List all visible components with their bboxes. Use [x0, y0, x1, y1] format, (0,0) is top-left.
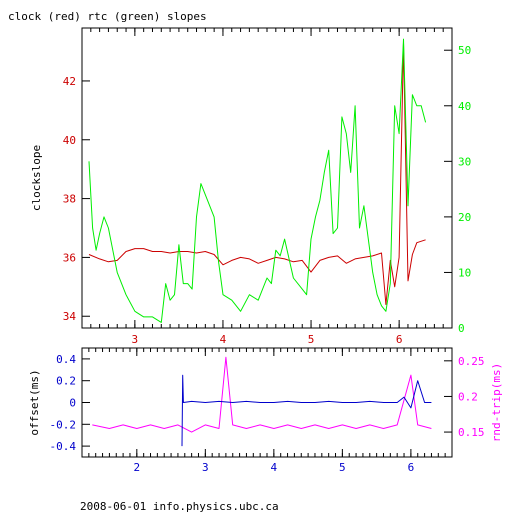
bottom-y-tick-label: 0.4 — [56, 353, 76, 366]
top-y-tick-label: 36 — [63, 251, 76, 264]
chart-title: clock (red) rtc (green) slopes — [8, 10, 207, 23]
top-y-axis-label: clockslope — [30, 145, 43, 211]
bottom-y-tick-label: 0 — [69, 397, 76, 410]
bottom-y2-tick-label: 0.2 — [458, 390, 478, 403]
top-x-tick-label: 5 — [308, 333, 315, 346]
bottom-series-blue-line — [181, 374, 432, 447]
top-plot-frame — [81, 27, 453, 329]
top-x-tick-label: 4 — [220, 333, 227, 346]
top-y2-tick-label: 0 — [458, 322, 465, 335]
top-x-tick-label: 3 — [132, 333, 139, 346]
top-y2-tick-label: 10 — [458, 266, 471, 279]
bottom-y-tick-label: -0.4 — [50, 440, 77, 453]
top-y-tick-label: 40 — [63, 134, 76, 147]
bottom-plot: 2 3 4 5 6 -0.4 -0.2 0 0.2 0.4 0.15 0.2 0.25 offset(ms… — [28, 347, 503, 474]
bottom-x-tick-label: 6 — [408, 461, 415, 474]
top-y-tick-label: 34 — [63, 310, 77, 323]
top-y2-tick-label: 50 — [458, 44, 471, 57]
bottom-x-tick-label: 3 — [202, 461, 209, 474]
top-series-green-line — [88, 38, 427, 323]
bottom-y2-axis-label: rnd-trip(ms) — [490, 363, 503, 442]
top-y2-tick-label: 20 — [458, 211, 471, 224]
top-series-red-line — [88, 42, 426, 305]
bottom-y-axis-label: offset(ms) — [28, 369, 41, 435]
top-y2-tick-label: 30 — [458, 155, 471, 168]
bottom-series-magenta-line — [92, 356, 432, 433]
bottom-y2-tick-label: 0.15 — [458, 426, 485, 439]
footer-text: 2008-06-01 info.physics.ubc.ca — [80, 500, 279, 512]
bottom-y-tick-label: -0.2 — [50, 418, 77, 431]
bottom-y2-tick-label: 0.25 — [458, 355, 485, 368]
bottom-y-tick-label: 0.2 — [56, 375, 76, 388]
top-x-tick-label: 6 — [396, 333, 403, 346]
bottom-x-tick-label: 2 — [134, 461, 141, 474]
bottom-x-tick-label: 5 — [339, 461, 346, 474]
top-y-tick-label: 38 — [63, 193, 76, 206]
top-y2-tick-label: 40 — [458, 100, 471, 113]
bottom-x-tick-label: 4 — [271, 461, 278, 474]
top-y-tick-label: 42 — [63, 75, 76, 88]
